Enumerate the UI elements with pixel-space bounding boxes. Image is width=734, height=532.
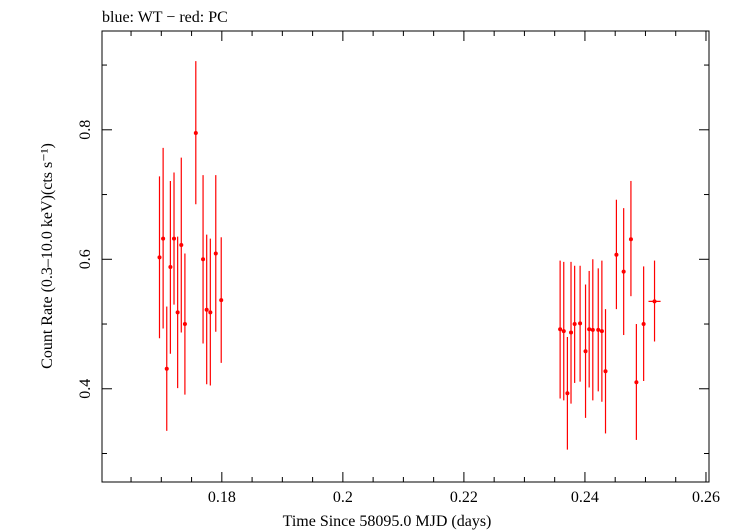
- data-point: [648, 260, 661, 342]
- data-point: [621, 208, 626, 336]
- data-marker: [164, 366, 169, 371]
- data-marker: [558, 327, 563, 332]
- data-marker: [204, 307, 209, 312]
- y-tick-label: 0.6: [77, 249, 94, 269]
- data-point: [590, 259, 595, 401]
- data-marker: [172, 236, 177, 241]
- data-point: [213, 175, 218, 332]
- data-point: [157, 176, 162, 339]
- data-point: [641, 266, 646, 382]
- data-point: [168, 180, 173, 354]
- y-axis-label: Count Rate (0.3–10.0 keV)(cts s⁻¹): [39, 143, 56, 369]
- x-tick-label: 0.26: [692, 489, 720, 506]
- data-point: [558, 260, 563, 399]
- x-tick-label: 0.2: [333, 489, 353, 506]
- data-point: [583, 284, 588, 418]
- data-marker: [590, 327, 595, 332]
- data-marker: [572, 322, 577, 327]
- data-point: [599, 260, 604, 402]
- data-point: [172, 172, 177, 305]
- data-point: [628, 180, 633, 297]
- data-marker: [652, 299, 657, 304]
- x-tick-label: 0.22: [450, 489, 478, 506]
- data-marker: [565, 391, 570, 396]
- data-point: [596, 268, 601, 392]
- data-point: [578, 265, 583, 382]
- data-point: [603, 309, 608, 434]
- data-marker: [168, 265, 173, 270]
- data-marker: [599, 329, 604, 334]
- data-point: [565, 336, 570, 450]
- data-marker: [596, 327, 601, 332]
- data-marker: [193, 131, 198, 136]
- data-point: [164, 306, 169, 431]
- data-point: [634, 324, 639, 440]
- data-marker: [587, 327, 592, 332]
- data-marker: [603, 369, 608, 374]
- y-tick-label: 0.4: [77, 379, 94, 399]
- data-point: [179, 157, 184, 333]
- data-marker: [614, 252, 619, 257]
- chart-title: blue: WT − red: PC: [102, 9, 228, 26]
- data-point: [561, 261, 566, 401]
- y-tick-label: 0.8: [77, 120, 94, 140]
- data-point: [182, 253, 187, 395]
- plot-frame: [101, 30, 710, 483]
- data-point: [204, 234, 209, 385]
- data-point: [572, 265, 577, 383]
- data-marker: [175, 310, 180, 315]
- data-point: [193, 61, 198, 205]
- x-axis-ticks: [130, 31, 707, 482]
- data-marker: [561, 329, 566, 334]
- data-point: [208, 238, 213, 386]
- x-tick-label: 0.24: [571, 489, 599, 506]
- y-axis-ticks: [102, 64, 709, 455]
- data-marker: [641, 322, 646, 327]
- data-point: [201, 175, 206, 344]
- y-axis-tick-labels: 0.4 0.6 0.8: [77, 120, 94, 399]
- data-marker: [569, 330, 574, 335]
- data-point: [587, 270, 592, 388]
- data-marker: [621, 269, 626, 274]
- data-marker: [208, 310, 213, 315]
- data-marker: [219, 298, 224, 303]
- data-marker: [201, 257, 206, 262]
- x-axis-label: Time Since 58095.0 MJD (days): [283, 513, 492, 530]
- data-marker: [628, 237, 633, 242]
- data-marker: [179, 243, 184, 248]
- data-point: [569, 261, 574, 404]
- data-marker: [634, 380, 639, 385]
- x-tick-label: 0.18: [208, 489, 236, 506]
- x-axis-tick-labels: 0.18 0.2 0.22 0.24 0.26: [208, 489, 720, 506]
- data-point: [219, 237, 224, 363]
- data-points: [157, 61, 661, 450]
- data-marker: [182, 322, 187, 327]
- data-point: [614, 199, 619, 310]
- data-marker: [578, 321, 583, 326]
- data-point: [175, 236, 180, 389]
- data-point: [161, 147, 166, 329]
- data-marker: [157, 255, 162, 260]
- data-marker: [213, 251, 218, 256]
- data-marker: [583, 349, 588, 354]
- data-marker: [161, 236, 166, 241]
